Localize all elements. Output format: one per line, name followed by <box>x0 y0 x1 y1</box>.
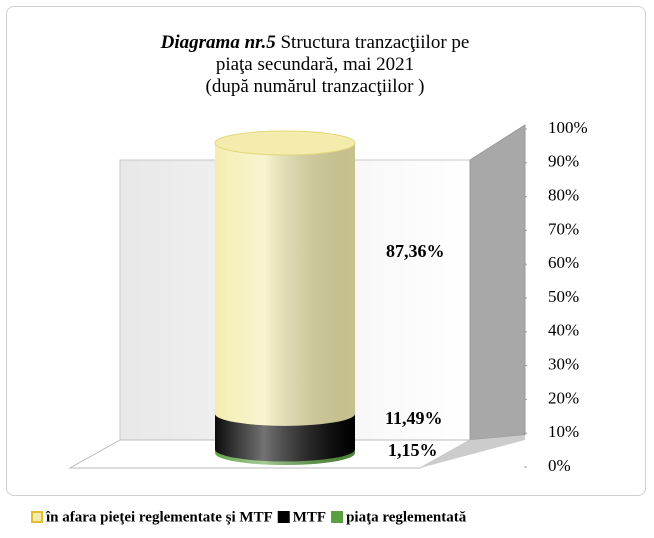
data-label: 11,49% <box>385 408 443 428</box>
y-tick-label: 50% <box>548 287 579 306</box>
chart-title: Structura tranzacţiilor pe piaţa secunda… <box>215 32 470 75</box>
y-tick-label: 40% <box>548 321 579 340</box>
subtitle: (după numărul tranzacţiilor ) <box>205 76 425 97</box>
y-tick-label: 60% <box>548 253 579 272</box>
chart-frame <box>6 6 646 496</box>
cylinder-top <box>214 130 356 156</box>
segment-shade <box>215 143 355 426</box>
y-tick-label: 70% <box>548 219 579 238</box>
title-block: Diagrama nr.5 Structura tranzacţiilor pe… <box>150 32 480 98</box>
side-wall <box>469 124 526 441</box>
y-tick-label: 100% <box>548 118 588 137</box>
legend-label: MTF <box>293 509 326 525</box>
y-tick-label: 30% <box>548 355 579 374</box>
segment-shade <box>215 413 355 462</box>
y-tick-label: 90% <box>548 152 579 171</box>
data-label: 1,15% <box>388 440 438 460</box>
legend-label: piaţa reglementată <box>346 509 467 525</box>
title-label: Diagrama nr.5 <box>160 32 276 53</box>
legend-swatch <box>331 511 344 523</box>
data-label: 87,36% <box>386 241 445 261</box>
y-tick-label: 80% <box>548 186 579 205</box>
y-tick-label: 20% <box>548 388 579 407</box>
y-tick-label: 10% <box>548 422 579 441</box>
floor-edge <box>420 435 525 468</box>
y-tick-label: 0% <box>548 456 571 475</box>
legend-swatch <box>31 511 43 523</box>
legend-swatch <box>277 511 290 523</box>
legend-label: în afara pieţei reglementate şi MTF <box>45 509 273 525</box>
